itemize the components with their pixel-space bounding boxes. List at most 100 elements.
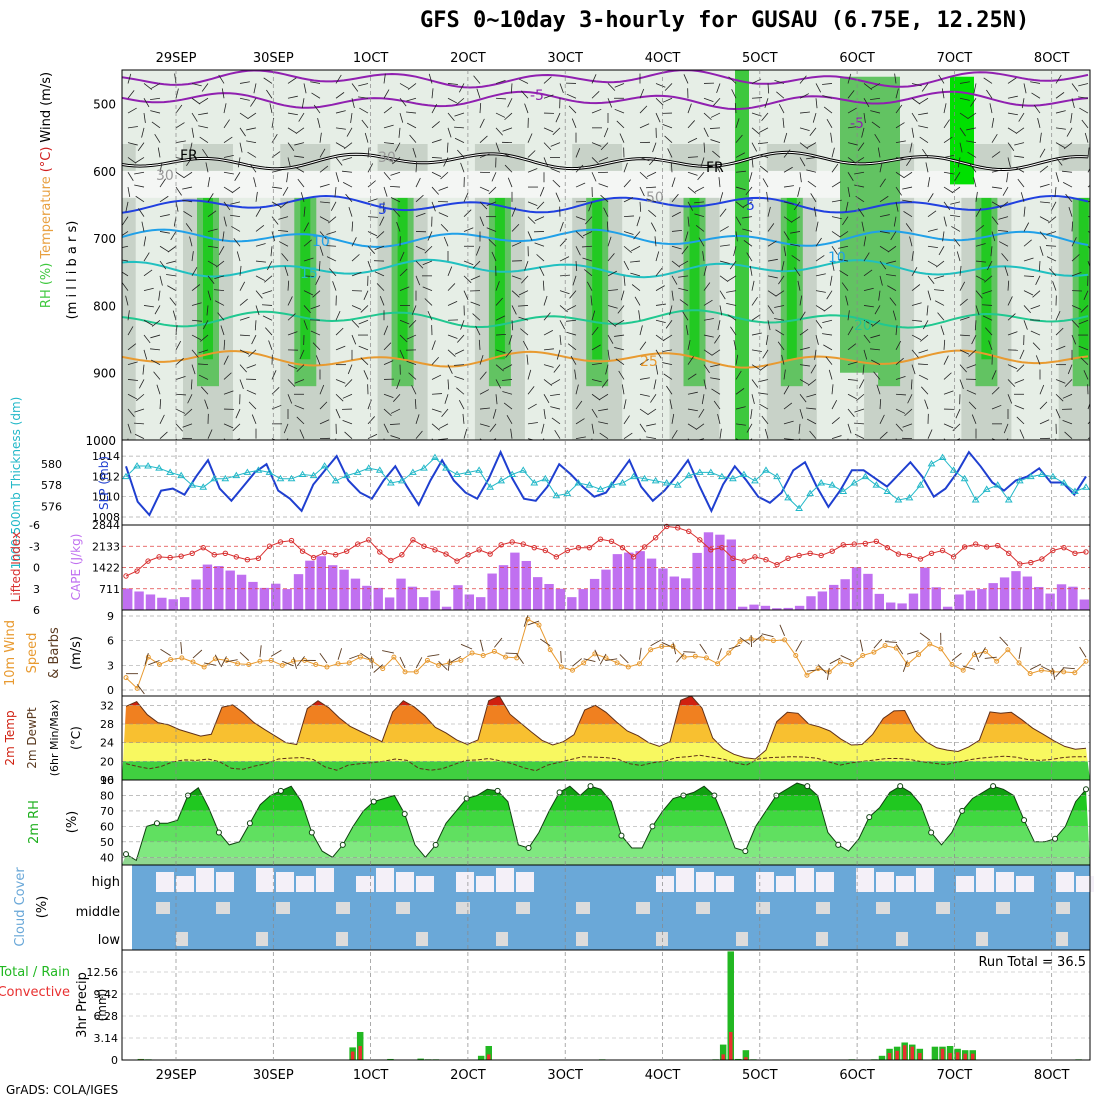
wind-barb xyxy=(742,228,753,232)
wind-barb xyxy=(175,104,183,114)
thickness-point xyxy=(673,481,682,488)
x-axis-label-bottom: 6OCT xyxy=(839,1068,875,1083)
wind-barb xyxy=(761,633,774,638)
wind-barb xyxy=(809,430,817,439)
rh-tick-label: 60 xyxy=(100,820,114,833)
wind-barb xyxy=(636,216,641,227)
wind-barb xyxy=(623,245,632,253)
wind-barb xyxy=(890,231,897,241)
slp-tick-label: 1014 xyxy=(92,450,120,463)
wind-barb xyxy=(438,212,449,218)
wind-barb xyxy=(895,122,905,129)
cape-bar xyxy=(749,604,759,610)
wind-barb xyxy=(198,349,209,354)
wind-barb xyxy=(559,238,567,247)
thickness-point xyxy=(662,479,671,486)
wind-barb xyxy=(863,349,868,360)
wind-barb xyxy=(750,408,753,420)
wind-barb xyxy=(614,108,625,114)
wind-barb xyxy=(870,348,881,351)
wind-barb xyxy=(559,83,564,93)
wind-barb xyxy=(591,91,600,99)
wind-barb xyxy=(873,638,883,649)
wind-barb xyxy=(143,287,154,292)
wind-barb xyxy=(175,157,186,160)
wind-barb xyxy=(255,260,266,263)
cloud-high-fill xyxy=(276,872,294,892)
wind-barb xyxy=(959,265,962,276)
lifted-index-point xyxy=(630,554,637,560)
wind-barb xyxy=(207,429,213,439)
lifted-tick-label: 3 xyxy=(33,583,40,596)
cape-bar xyxy=(567,597,577,610)
wind-speed-point xyxy=(614,660,620,666)
wind-barb xyxy=(153,371,161,380)
wind-barb xyxy=(478,339,481,350)
wind-barb xyxy=(751,349,762,352)
x-axis-label-top: 3OCT xyxy=(547,51,583,66)
wind-barb xyxy=(781,354,785,365)
wind-barb xyxy=(719,192,724,202)
wind-barb xyxy=(127,107,137,114)
wind-barb xyxy=(175,393,187,396)
lifted-index-point xyxy=(167,554,173,561)
wind-barb xyxy=(502,153,513,158)
wind-barb xyxy=(479,371,487,380)
wind-barb xyxy=(472,313,481,321)
lifted-index-point xyxy=(752,554,758,560)
wind-barb xyxy=(911,127,915,138)
thickness-point xyxy=(122,472,130,480)
rh-shade xyxy=(122,170,1090,198)
thickness-point xyxy=(938,453,947,461)
wind-speed-point xyxy=(893,645,899,651)
wind-barb xyxy=(266,260,273,271)
cape-bar xyxy=(920,567,930,610)
wind-barb xyxy=(447,379,450,390)
wind-barb xyxy=(953,238,961,247)
rh-shade xyxy=(300,197,311,360)
wind-barb xyxy=(143,252,150,262)
thickness-point xyxy=(342,471,351,479)
wind-barb xyxy=(223,186,233,193)
wind-barb xyxy=(927,177,931,188)
wind-barb xyxy=(1062,420,1073,425)
wind-barb xyxy=(315,275,321,286)
wind-barb xyxy=(728,644,741,650)
wind-barb xyxy=(751,394,755,405)
temp-band xyxy=(122,724,1090,743)
temp-y-label-part: (6hr Min/Max) xyxy=(48,700,61,777)
rh-y-label: (%) xyxy=(65,811,80,834)
lifted-index-point xyxy=(377,549,383,555)
rh-point xyxy=(1021,817,1028,824)
wind-barb xyxy=(779,624,786,637)
wind-barb xyxy=(830,132,833,143)
wind-barb xyxy=(767,258,778,262)
wind-barb xyxy=(279,201,289,209)
wind-speed-point xyxy=(402,669,408,675)
wind-barb xyxy=(415,245,426,251)
wind-speed-point xyxy=(324,664,330,670)
thickness-point xyxy=(265,468,274,475)
wind-barb xyxy=(799,394,807,403)
pressure-tick-label: 800 xyxy=(93,299,116,313)
wind-barb xyxy=(406,334,417,340)
cape-bar xyxy=(635,551,645,610)
wind-barb xyxy=(1078,96,1089,99)
wind-barb xyxy=(1055,667,1065,678)
wind-barb xyxy=(154,133,161,143)
rh-tick-label: 80 xyxy=(100,789,114,802)
wind-barb xyxy=(826,667,830,680)
wind-barb xyxy=(160,648,171,656)
wind-barb xyxy=(479,118,485,129)
wind-barb xyxy=(367,231,378,237)
wind-barb xyxy=(207,177,211,188)
wind-barb xyxy=(278,216,289,220)
wind-barb xyxy=(422,260,433,266)
wind-barb xyxy=(287,112,298,116)
lifted-index-point xyxy=(917,556,924,562)
wind-barb xyxy=(166,260,177,264)
wind-barb xyxy=(527,403,537,410)
wind-speed-point xyxy=(681,654,687,660)
wind-barb xyxy=(453,126,465,129)
wind-barb xyxy=(454,375,465,380)
